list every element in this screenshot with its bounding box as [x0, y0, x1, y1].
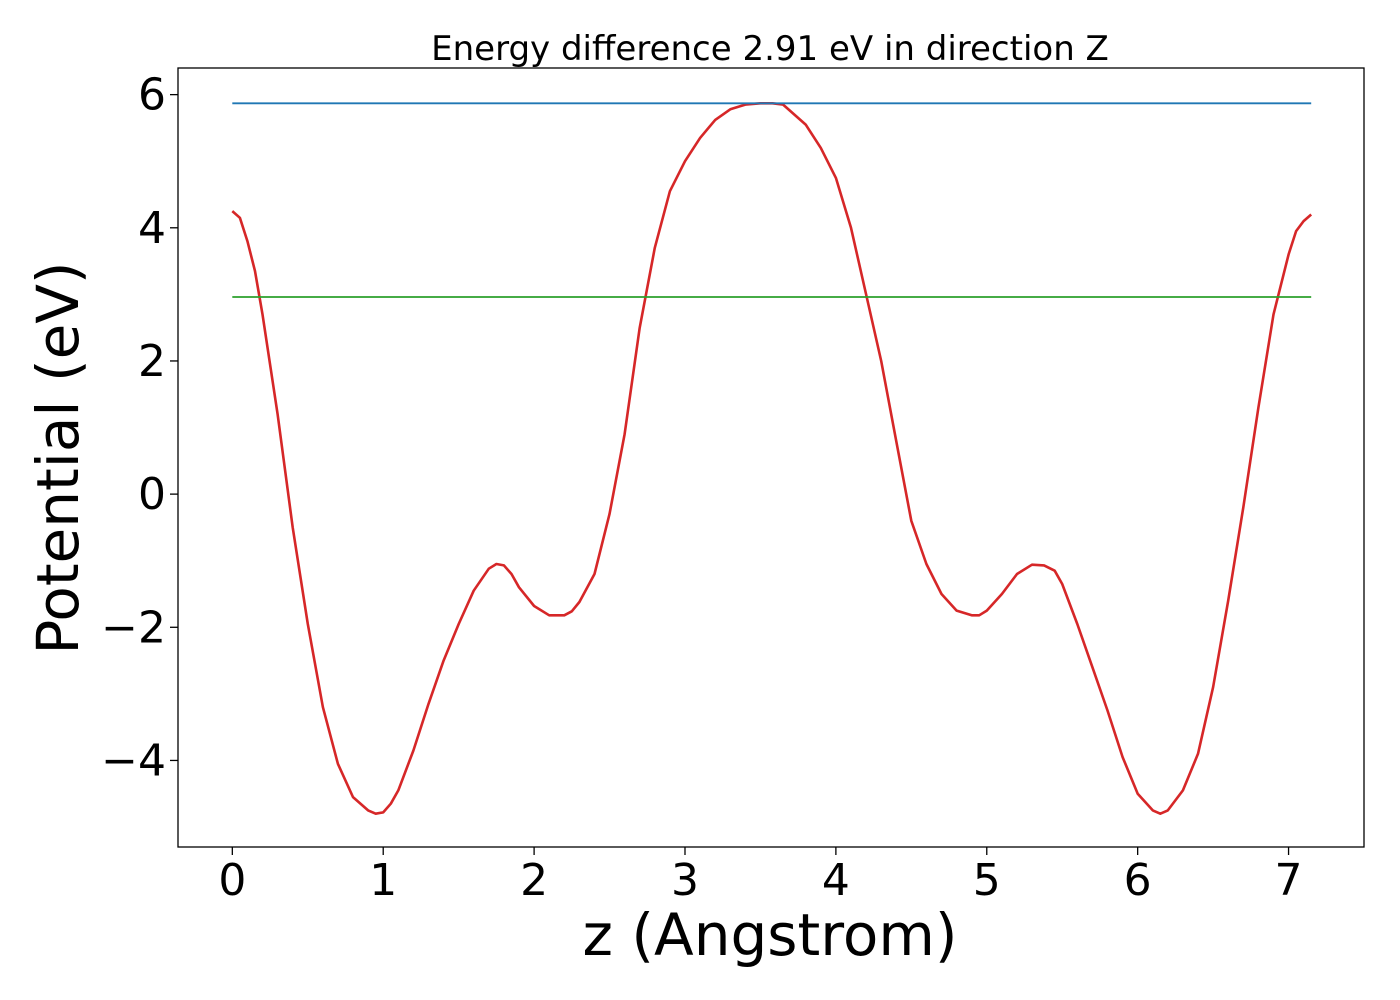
- y-tick-label: 2: [138, 336, 166, 387]
- x-tick-label: 4: [822, 855, 850, 906]
- x-tick-label: 7: [1275, 855, 1303, 906]
- x-tick-label: 2: [520, 855, 548, 906]
- y-tick-label: 0: [138, 469, 166, 520]
- chart-title: Energy difference 2.91 eV in direction Z: [431, 29, 1109, 69]
- x-tick-label: 3: [671, 855, 699, 906]
- x-tick-label: 1: [369, 855, 397, 906]
- y-axis: −4 −2 0 2 4 6: [101, 70, 178, 786]
- x-axis: 0 1 2 3 4 5 6 7: [218, 847, 1303, 906]
- y-tick-label: −4: [101, 735, 166, 786]
- y-tick-label: −2: [101, 602, 166, 653]
- x-tick-label: 5: [973, 855, 1001, 906]
- x-axis-title: z (Angstrom): [583, 901, 958, 969]
- axes-frame: [177, 67, 1365, 848]
- plot-area: [231, 102, 1313, 815]
- y-axis-title: Potential (eV): [24, 261, 92, 654]
- y-tick-label: 4: [138, 203, 166, 254]
- series-line-0: [231, 102, 1313, 815]
- x-tick-label: 6: [1124, 855, 1152, 906]
- y-tick-label: 6: [138, 70, 166, 121]
- x-tick-label: 0: [218, 855, 246, 906]
